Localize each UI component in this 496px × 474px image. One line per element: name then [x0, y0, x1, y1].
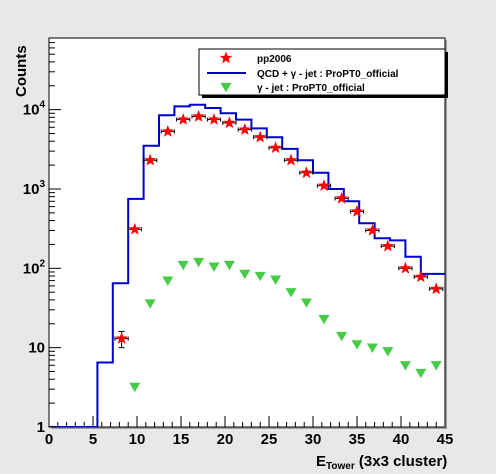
- gamma-jet-point: [162, 276, 174, 286]
- y-tick-label: 104: [23, 100, 46, 119]
- gamma-jet-point: [177, 260, 189, 271]
- pp2006-point: [238, 123, 251, 135]
- legend: pp2006 QCD + γ - jet : ProPT0_official γ…: [198, 48, 448, 98]
- y-tick-base: 10: [28, 340, 45, 357]
- pp2006-point: [161, 125, 174, 137]
- y-tick-base: 1: [37, 419, 45, 436]
- gamma-jet-point: [430, 361, 442, 371]
- histogram-layer: [49, 103, 445, 427]
- x-tick-label: 30: [305, 431, 322, 448]
- gamma-jet-point: [366, 343, 378, 353]
- gamma-jet-point: [399, 361, 411, 371]
- y-axis-title: Counts: [13, 45, 30, 97]
- gamma-jet-point: [415, 368, 427, 379]
- legend-star-shape: [219, 51, 233, 64]
- gamma-jet-point: [239, 269, 251, 280]
- y-tick-exponent: 3: [39, 179, 45, 190]
- y-tick-base: 10: [23, 260, 40, 277]
- pp2006-point: [115, 332, 128, 344]
- y-tick-label: 1: [37, 419, 45, 436]
- legend-label-gamma-jet: γ - jet : ProPT0_official: [257, 83, 365, 94]
- y-tick-base: 10: [23, 181, 40, 198]
- x-tick-label: 5: [89, 431, 97, 448]
- pp2006-point: [269, 141, 282, 154]
- pp2006-point: [381, 239, 394, 252]
- gamma-jet-point: [129, 382, 141, 393]
- gamma-jet-point: [318, 314, 330, 325]
- y-tick-base: 10: [23, 102, 40, 119]
- x-tick-label: 25: [261, 431, 278, 448]
- x-axis-title-tail: (3x3 cluster): [355, 453, 448, 470]
- pp2006-point: [177, 113, 190, 125]
- pp2006-point: [128, 222, 141, 235]
- pp2006-point: [366, 224, 379, 236]
- x-tick-label: 10: [129, 431, 146, 448]
- x-tick-label: 35: [349, 431, 366, 448]
- gamma-jet-point: [300, 298, 312, 308]
- markers-layer: [114, 110, 444, 393]
- pp2006-point: [223, 116, 236, 129]
- gamma-jet-point: [193, 257, 205, 268]
- gamma-jet-point: [223, 260, 235, 271]
- plot-area: [48, 37, 446, 428]
- y-tick-label: 10: [28, 340, 45, 357]
- qcd-histogram-line: [49, 103, 445, 427]
- y-tick-exponent: 4: [39, 100, 45, 111]
- gamma-jet-point: [336, 331, 348, 342]
- gamma-jet-point: [270, 275, 282, 285]
- gamma-jet-point: [144, 299, 156, 309]
- pp2006-point: [144, 153, 157, 166]
- gamma-jet-point: [351, 340, 363, 350]
- legend-label-qcd: QCD + γ - jet : ProPT0_official: [257, 69, 399, 80]
- pp2006-point: [414, 270, 427, 283]
- gamma-jet-point: [254, 271, 266, 282]
- pp2006-point: [430, 282, 443, 295]
- x-tick-label: 40: [393, 431, 410, 448]
- x-tick-label: 15: [173, 431, 190, 448]
- y-tick-label: 102: [23, 258, 46, 277]
- legend-label-pp2006: pp2006: [257, 54, 292, 65]
- pp2006-point: [192, 110, 205, 122]
- x-axis-title-sub: Tower: [326, 461, 355, 472]
- pp2006-point: [300, 166, 313, 179]
- pp2006-point: [207, 113, 221, 125]
- pp2006-point: [284, 153, 298, 166]
- y-tick-label: 103: [23, 179, 46, 198]
- pp2006-point: [350, 205, 364, 217]
- pp2006-point: [399, 261, 412, 274]
- x-tick-label: 45: [437, 431, 454, 448]
- pp2006-point: [317, 179, 331, 191]
- gamma-jet-point: [285, 288, 297, 298]
- x-axis-title: ETower (3x3 cluster): [316, 453, 447, 472]
- x-tick-label: 0: [45, 431, 53, 448]
- gamma-jet-point: [382, 347, 394, 357]
- x-axis-title-main: E: [316, 453, 326, 470]
- y-tick-exponent: 2: [39, 258, 45, 269]
- legend-triangle-shape: [220, 82, 232, 93]
- gamma-jet-point: [208, 262, 220, 272]
- x-tick-label: 20: [217, 431, 234, 448]
- legend-triangle-marker: [220, 82, 232, 93]
- legend-star-marker: [219, 51, 233, 64]
- pp2006-point: [335, 191, 348, 204]
- pp2006-point: [254, 130, 267, 143]
